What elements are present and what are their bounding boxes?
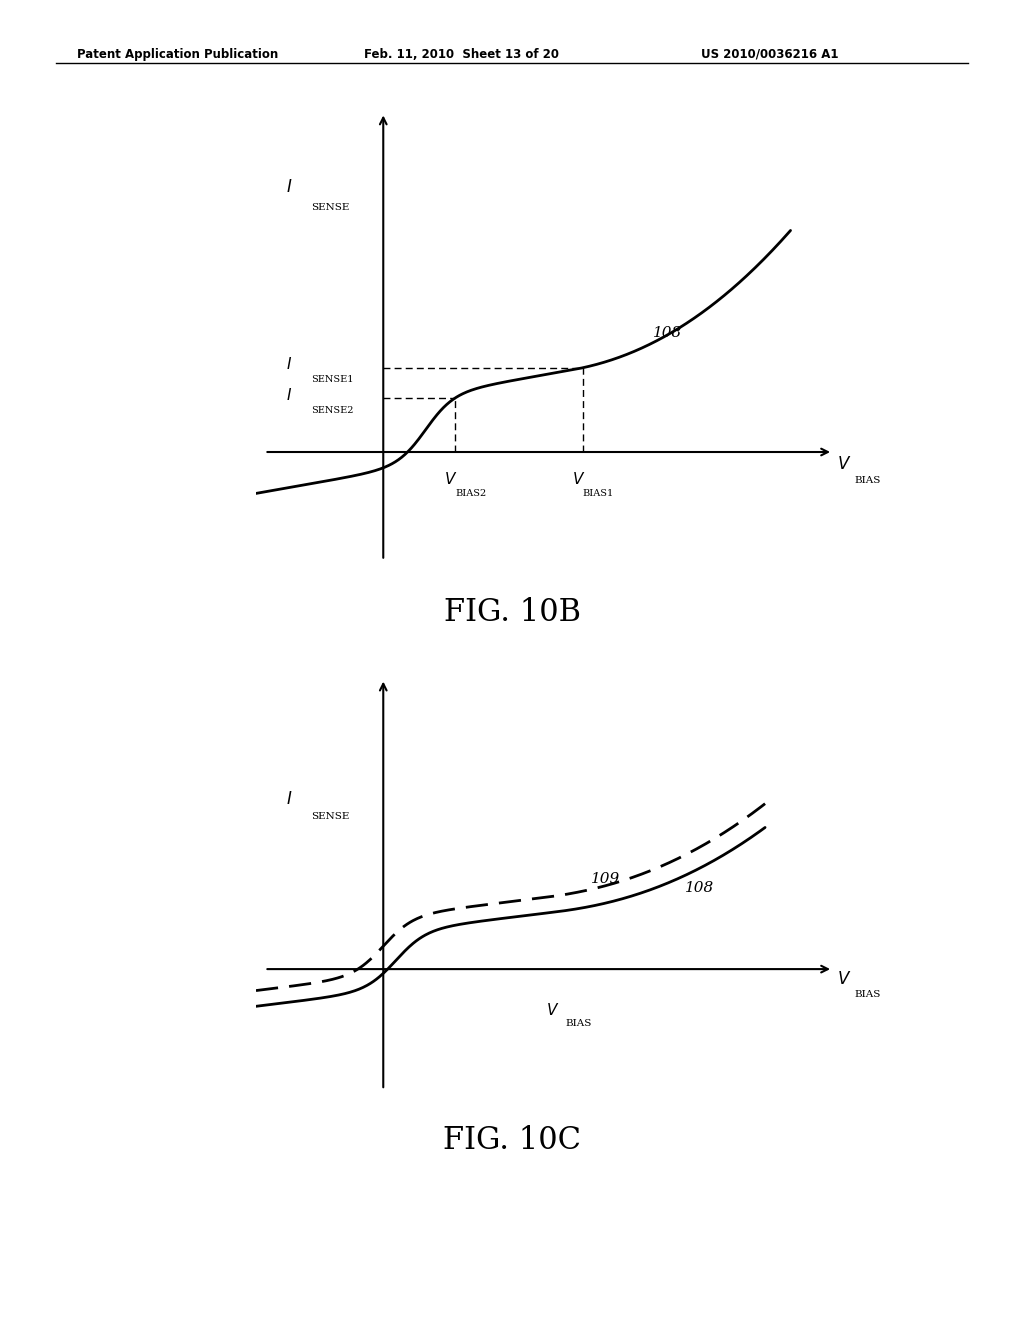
Text: US 2010/0036216 A1: US 2010/0036216 A1 xyxy=(701,48,839,61)
Text: BIAS1: BIAS1 xyxy=(583,490,613,499)
Text: BIAS: BIAS xyxy=(854,477,881,484)
Text: SENSE: SENSE xyxy=(311,812,349,821)
Text: BIAS2: BIAS2 xyxy=(455,490,486,499)
Text: $I$: $I$ xyxy=(286,791,292,808)
Text: BIAS: BIAS xyxy=(565,1019,592,1028)
Text: $I$: $I$ xyxy=(286,356,292,372)
Text: SENSE1: SENSE1 xyxy=(311,375,353,384)
Text: 108: 108 xyxy=(684,880,714,895)
Text: $V$: $V$ xyxy=(838,455,852,473)
Text: SENSE: SENSE xyxy=(311,203,349,213)
Text: $V$: $V$ xyxy=(571,471,585,487)
Text: 109: 109 xyxy=(591,871,621,886)
Text: Patent Application Publication: Patent Application Publication xyxy=(77,48,279,61)
Text: $I$: $I$ xyxy=(286,387,292,403)
Text: 108: 108 xyxy=(653,326,682,339)
Text: $V$: $V$ xyxy=(546,1002,560,1018)
Text: FIG. 10C: FIG. 10C xyxy=(443,1125,581,1155)
Text: SENSE2: SENSE2 xyxy=(311,405,353,414)
Text: $V$: $V$ xyxy=(444,471,458,487)
Text: Feb. 11, 2010  Sheet 13 of 20: Feb. 11, 2010 Sheet 13 of 20 xyxy=(364,48,558,61)
Text: FIG. 10B: FIG. 10B xyxy=(443,597,581,627)
Text: BIAS: BIAS xyxy=(854,990,881,999)
Text: $I$: $I$ xyxy=(286,178,292,195)
Text: $V$: $V$ xyxy=(838,972,852,989)
